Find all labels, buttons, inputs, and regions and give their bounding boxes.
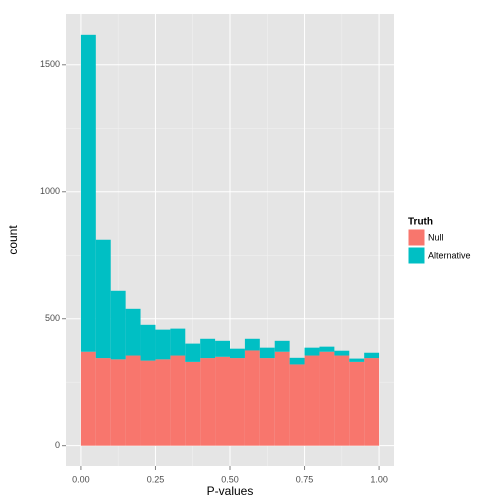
bar	[304, 355, 320, 446]
legend-label: Alternative	[428, 250, 471, 260]
bar	[289, 364, 305, 446]
bar	[259, 347, 275, 359]
bar	[319, 346, 335, 352]
legend-label: Null	[428, 232, 444, 242]
y-tick-label: 1000	[40, 186, 60, 196]
x-axis-label: P-values	[207, 484, 254, 498]
legend-key	[407, 228, 426, 247]
bar	[244, 350, 260, 446]
bar	[215, 340, 230, 357]
bar	[274, 351, 290, 446]
legend-title: Truth	[408, 217, 433, 228]
bar	[185, 343, 201, 362]
legend-key	[407, 246, 426, 265]
bar	[80, 34, 96, 352]
bar	[364, 358, 380, 446]
bar	[110, 359, 126, 446]
bar	[200, 358, 216, 446]
bar	[215, 356, 230, 446]
x-tick-label: 1.00	[370, 474, 388, 484]
y-tick-label: 0	[55, 440, 60, 450]
bar	[155, 359, 171, 446]
bar	[95, 239, 111, 359]
bar	[364, 352, 380, 359]
bar	[80, 351, 96, 446]
bar	[140, 324, 156, 361]
bar	[95, 358, 111, 446]
bar	[319, 351, 335, 446]
bar	[230, 358, 245, 446]
bar	[230, 348, 245, 359]
x-tick-label: 0.50	[221, 474, 239, 484]
y-tick-label: 1500	[40, 59, 60, 69]
bar	[170, 328, 186, 356]
bar	[259, 358, 275, 446]
y-tick-label: 500	[45, 313, 60, 323]
bar	[349, 358, 365, 362]
bar	[140, 360, 156, 446]
bar	[125, 355, 141, 446]
bar	[244, 338, 260, 351]
bar	[334, 350, 350, 356]
bar	[200, 338, 216, 359]
bar	[304, 347, 320, 356]
bar	[185, 361, 201, 446]
bar	[155, 329, 171, 360]
bar	[125, 308, 141, 356]
bar	[349, 361, 365, 446]
y-axis-label: count	[6, 225, 20, 255]
bar	[274, 340, 290, 352]
bar	[170, 355, 186, 446]
x-tick-label: 0.00	[72, 474, 90, 484]
x-tick-label: 0.25	[147, 474, 165, 484]
x-tick-label: 0.75	[296, 474, 314, 484]
bar	[110, 290, 126, 360]
bar	[289, 357, 305, 365]
bar	[334, 355, 350, 446]
